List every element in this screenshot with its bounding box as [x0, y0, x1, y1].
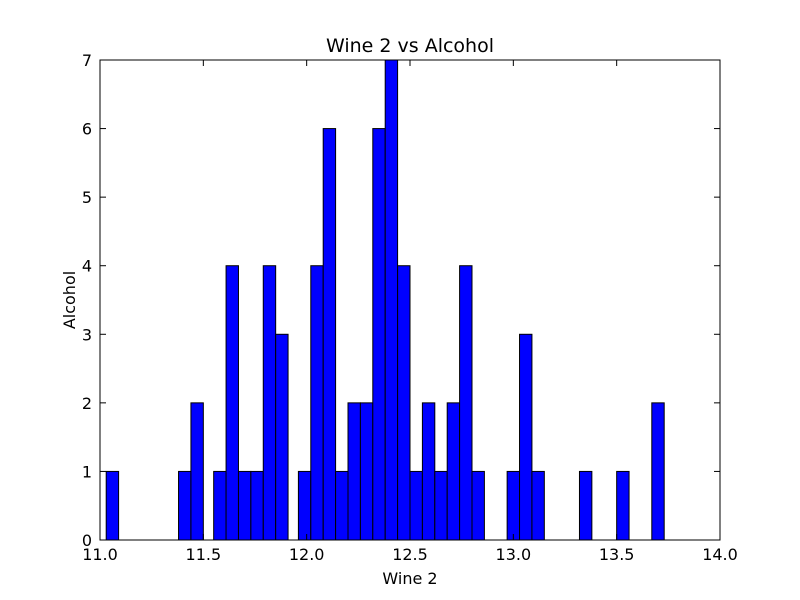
- y-tick-label-5: 5: [82, 188, 92, 207]
- histogram-bar-13: [347, 402, 361, 541]
- histogram-bar-25: [519, 333, 533, 541]
- histogram-bar-2: [190, 402, 204, 541]
- x-tick-label-4: 13.0: [496, 545, 532, 564]
- histogram-bar-14: [359, 402, 374, 541]
- x-tick-label-6: 14.0: [702, 545, 738, 564]
- histogram-bar-27: [578, 470, 593, 541]
- y-tick-label-3: 3: [82, 325, 92, 344]
- histogram-bar-20: [434, 470, 448, 541]
- x-tick-label-0: 11.0: [82, 545, 118, 564]
- histogram-bar-3: [213, 470, 227, 541]
- x-tick-label-5: 13.5: [599, 545, 635, 564]
- x-tick-label-2: 12.0: [289, 545, 325, 564]
- histogram-bar-22: [459, 265, 473, 541]
- histogram-bar-23: [471, 470, 485, 541]
- histogram-bar-10: [310, 265, 324, 541]
- histogram-bar-17: [397, 265, 411, 541]
- y-tick-label-6: 6: [82, 120, 92, 139]
- histogram-bar-19: [421, 402, 436, 541]
- x-axis-label: Wine 2: [382, 569, 437, 588]
- plot-frame: [99, 59, 721, 541]
- bars-group: [105, 59, 665, 541]
- y-tick-label-4: 4: [82, 257, 92, 276]
- histogram-bar-18: [409, 470, 423, 541]
- y-tick-label-2: 2: [82, 394, 92, 413]
- histogram-bar-1: [178, 470, 192, 541]
- histogram-bar-8: [275, 333, 289, 541]
- y-axis-label: Alcohol: [60, 271, 79, 329]
- histogram-bar-11: [322, 128, 337, 541]
- chart-title: Wine 2 vs Alcohol: [326, 35, 494, 57]
- histogram-bar-15: [372, 128, 386, 541]
- histogram-bar-0: [105, 470, 120, 541]
- histogram-bar-28: [616, 470, 630, 541]
- y-tick-label-7: 7: [82, 51, 92, 70]
- histogram-bar-21: [446, 402, 461, 541]
- x-tick-label-1: 11.5: [186, 545, 222, 564]
- histogram-bar-4: [225, 265, 239, 541]
- histogram-bar-7: [262, 265, 277, 541]
- x-tick-label-3: 12.5: [392, 545, 428, 564]
- histogram-bar-26: [531, 470, 545, 541]
- histogram-bar-29: [651, 402, 665, 541]
- histogram-bar-12: [335, 470, 349, 541]
- y-tick-label-0: 0: [82, 531, 92, 550]
- histogram-bar-24: [506, 470, 521, 541]
- histogram-bar-9: [297, 470, 312, 541]
- y-tick-label-1: 1: [82, 462, 92, 481]
- histogram-bar-16: [384, 59, 399, 541]
- histogram-bar-5: [237, 470, 252, 541]
- histogram-bar-6: [250, 470, 264, 541]
